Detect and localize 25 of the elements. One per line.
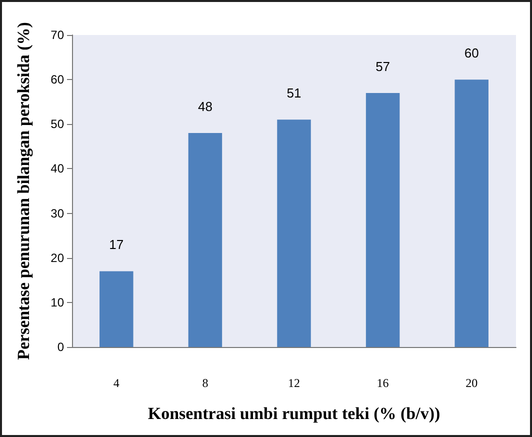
x-tick-label: 4 — [113, 376, 120, 390]
y-tick-label: 20 — [50, 250, 64, 265]
y-tick-label: 40 — [50, 162, 64, 176]
bar — [100, 271, 134, 347]
bar — [277, 120, 311, 347]
x-tick-label: 8 — [202, 376, 208, 390]
data-label: 51 — [286, 86, 302, 101]
y-tick-label: 70 — [50, 28, 64, 42]
x-tick-label: 12 — [288, 376, 300, 390]
x-axis-title: Konsentrasi umbi rumput teki (% (b/v)) — [148, 404, 440, 423]
y-tick-label: 60 — [50, 72, 64, 87]
data-label: 57 — [376, 58, 390, 74]
data-label: 48 — [198, 99, 212, 114]
data-label: 17 — [109, 237, 124, 252]
data-label: 60 — [464, 46, 479, 61]
y-tick-label: 30 — [50, 206, 64, 220]
bar — [366, 92, 400, 347]
x-tick-label: 20 — [466, 376, 478, 390]
y-tick-label: 10 — [50, 295, 64, 310]
bar — [454, 80, 488, 347]
x-tick-label: 16 — [376, 376, 389, 390]
bar — [188, 133, 222, 347]
y-tick-label: 50 — [50, 117, 64, 132]
y-tick-label: 0 — [57, 340, 64, 354]
y-axis-title: Persentase penurunan bilangan peroksida (%) — [14, 22, 33, 360]
